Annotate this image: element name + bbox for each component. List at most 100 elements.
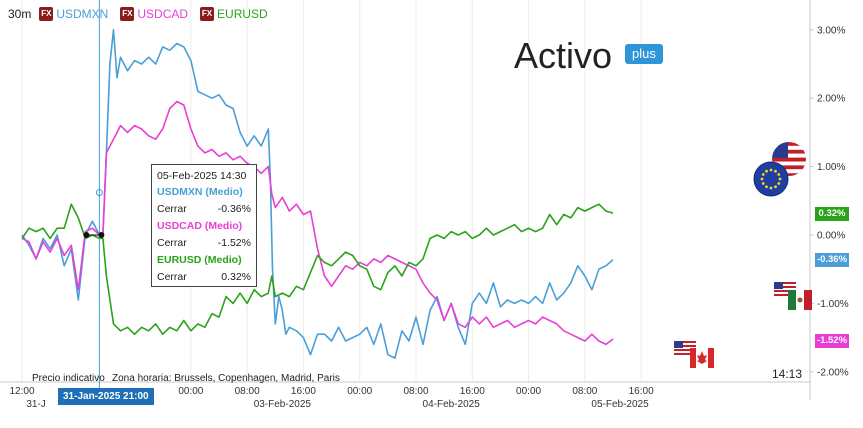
y-tick-label: -2.00% (817, 367, 849, 378)
us-canton (772, 142, 788, 158)
x-date-label: 31-J (26, 399, 45, 410)
fx-badge-icon: FX (39, 7, 54, 21)
brand-name: Activo (514, 35, 613, 76)
us-stripe (772, 153, 806, 158)
flag-part (690, 348, 696, 368)
x-axis: 12:00 00:00 08:00 16:00 00:00 08:00 16:00 00:00… (0, 381, 810, 410)
x-tick-label: 16:00 (460, 386, 485, 397)
eu-flag-icon (753, 161, 789, 197)
current-time: 14:13 (772, 367, 803, 381)
cursor-marker (95, 189, 103, 197)
eu-star (761, 182, 765, 185)
us-stripe (772, 173, 806, 176)
series-line-usdcad (21, 100, 614, 346)
legend-item-eurusd[interactable]: FX EURUSD (200, 7, 268, 21)
tooltip-value-usdcad: -1.52% (217, 237, 251, 249)
x-tick-label: 08:00 (572, 386, 597, 397)
x-tick-label: 16:00 (291, 386, 316, 397)
timezone-note: Zona horaria: Brussels, Copenhagen, Madr… (112, 373, 340, 384)
tooltip-series-eurusd: EURUSD (Medio) (157, 254, 242, 266)
eu-star (777, 182, 781, 185)
legend-item-usdcad[interactable]: FX USDCAD (120, 7, 188, 21)
data-tooltip: 05-Feb-2025 14:30 USDMXN (Medio) Cerrar … (151, 164, 257, 287)
brand-plus-badge: plus (625, 44, 663, 64)
flag-part (788, 290, 796, 310)
flag-part (774, 284, 796, 286)
x-tick-label: 12:00 (9, 386, 34, 397)
legend-item-usdmxn[interactable]: FX USDMXN (39, 7, 108, 21)
us-stripe (772, 142, 806, 146)
y-axis: 3.00% 2.00% 1.00% 0.00% -1.00% -2.00% (809, 0, 849, 400)
y-tick-label: 2.00% (817, 94, 845, 105)
us-stripe (772, 165, 806, 170)
flag-part (708, 348, 714, 368)
legend-label-usdmxn: USDMXN (56, 7, 109, 21)
flag-part (804, 290, 812, 310)
eu-star (760, 177, 764, 181)
interval-selector[interactable]: 30m (8, 7, 32, 21)
us-stripe (772, 169, 806, 174)
eu-star (765, 185, 768, 189)
x-tick-label: 08:00 (403, 386, 428, 397)
flag-part (774, 282, 783, 289)
us-stripe (772, 149, 806, 154)
us-stripe (772, 161, 806, 166)
eu-star (769, 168, 773, 172)
tooltip-datetime: 05-Feb-2025 14:30 (157, 170, 247, 182)
x-date-label: 04-Feb-2025 (423, 399, 481, 410)
last-value-badge-usdcad: -1.52% (815, 334, 849, 348)
tooltip-close-label: Cerrar (157, 203, 187, 215)
last-value-badge-eurusd: 0.32% (815, 207, 849, 221)
us-stripe (772, 145, 806, 150)
tooltip-row-eurusd: Cerrar 0.32% (157, 269, 251, 286)
maple-leaf (697, 351, 707, 364)
eu-star (777, 173, 781, 176)
x-tick-label: 00:00 (178, 386, 203, 397)
us-stripe (772, 157, 806, 162)
mx-emblem (797, 297, 803, 303)
legend-label-eurusd: EURUSD (217, 7, 268, 21)
flag-part (674, 341, 683, 348)
flag-part (674, 347, 696, 349)
eu-star (774, 169, 777, 173)
flag-part (774, 288, 796, 290)
tooltip-close-label: Cerrar (157, 237, 187, 249)
x-tick-label: 16:00 (629, 386, 654, 397)
x-date-label: 03-Feb-2025 (254, 399, 312, 410)
y-tick-label: 3.00% (817, 25, 845, 36)
last-value-badge-usdmxn: -0.36% (815, 253, 849, 267)
series-legend: 30m FX USDMXN FX USDCAD FX EURUSD (8, 5, 274, 23)
tooltip-series-usdcad: USDCAD (Medio) (157, 220, 243, 232)
indicative-price-note: Precio indicativo (32, 373, 105, 384)
cursor-date-label: 31-Jan-2025 21:00 (58, 388, 154, 405)
tooltip-row-usdcad: Cerrar -1.52% (157, 235, 251, 252)
series-lines (21, 29, 614, 359)
tooltip-row-usdmxn: Cerrar -0.36% (157, 201, 251, 218)
flag-part (674, 343, 696, 345)
flag-part (774, 292, 796, 294)
eu-star (765, 169, 768, 173)
y-tick-label: 0.00% (817, 231, 845, 242)
tooltip-close-label: Cerrar (157, 271, 187, 283)
x-tick-label: 00:00 (347, 386, 372, 397)
eu-star (774, 185, 777, 189)
series-line-usdmxn (21, 29, 614, 359)
y-tick-label: -1.00% (817, 299, 849, 310)
series-line-eurusd (21, 203, 614, 335)
tooltip-value-eurusd: 0.32% (221, 271, 251, 283)
flag-part (674, 351, 696, 353)
y-tick-label: 1.00% (817, 162, 845, 173)
x-tick-label: 00:00 (516, 386, 541, 397)
tooltip-series-usdmxn: USDMXN (Medio) (157, 186, 243, 198)
crosshair-cursor (83, 0, 105, 396)
eu-star (761, 173, 765, 176)
eu-star (769, 186, 773, 190)
currency-flags (674, 142, 812, 368)
x-tick-label: 08:00 (235, 386, 260, 397)
legend-label-usdcad: USDCAD (137, 7, 189, 21)
fx-badge-icon: FX (200, 7, 215, 21)
tooltip-value-usdmxn: -0.36% (217, 203, 251, 215)
fx-badge-icon: FX (120, 7, 135, 21)
